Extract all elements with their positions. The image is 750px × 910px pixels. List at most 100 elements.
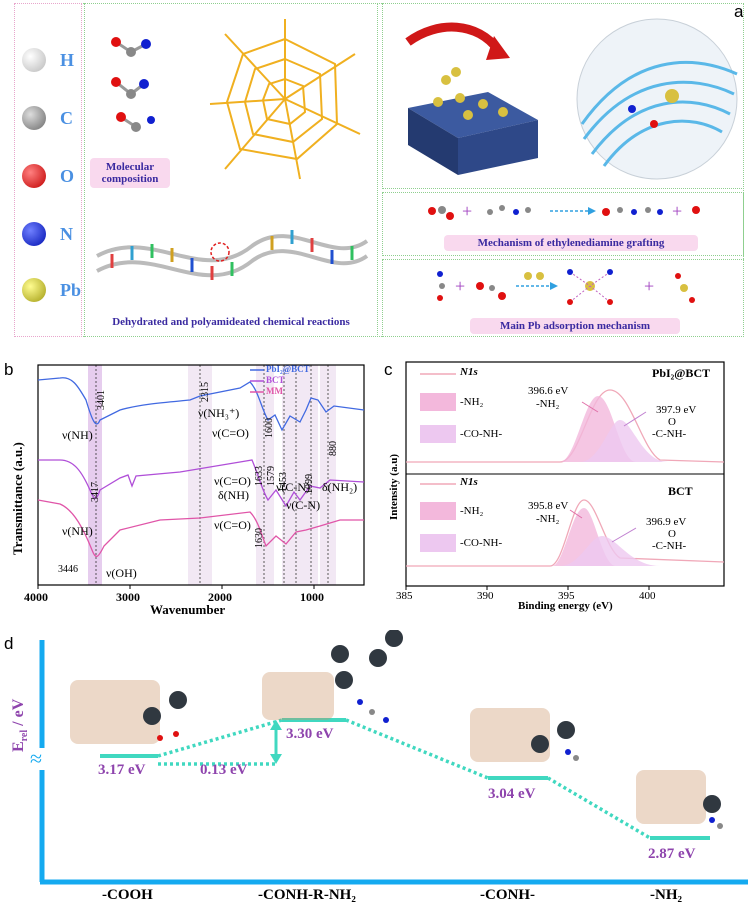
energy-barrier-value: 0.13 eV — [200, 762, 248, 778]
xps-top-peak1-group: -NH₂ — [536, 398, 560, 410]
peak-1630: 1630 — [254, 528, 265, 548]
svg-text:+: + — [455, 276, 465, 296]
xps-top-peak2-group: -C-NH- — [652, 428, 687, 440]
element-c: C — [22, 106, 73, 130]
label-voh: ν(OH) — [106, 566, 137, 580]
xps-bottom-legend-nh2: -NH₂ — [460, 505, 484, 517]
xps-top-peak2-o: O — [668, 416, 676, 428]
element-label-n: N — [60, 223, 73, 244]
energy-conh-r-nh2-value: 3.30 eV — [286, 726, 334, 742]
category-cooh: -COOH — [102, 887, 153, 903]
ftir-xtick-3000: 3000 — [116, 590, 140, 604]
xps-bottom-peak1-ev: 395.8 eV — [528, 500, 569, 512]
ftir-chart — [37, 364, 365, 589]
element-o: O — [22, 164, 74, 188]
xps-top-conh-peak — [580, 420, 668, 462]
polymer-chain-illustration — [96, 230, 369, 280]
svg-text:+: + — [672, 201, 682, 221]
energy-ylabel-sub: rel — [19, 729, 31, 742]
element-label-c: C — [60, 107, 73, 128]
label-dnh2: δ(NH₂) — [322, 480, 358, 494]
nitrogen-ball-icon — [22, 222, 46, 246]
xps-top-title: PbI₂@BCT — [652, 366, 711, 380]
label-vnh-2: ν(NH) — [62, 524, 93, 538]
xps-xtick-385: 385 — [396, 590, 413, 602]
panel-b-letter: b — [4, 360, 14, 379]
ftir-xtick-4000: 4000 — [24, 590, 48, 604]
ftir-legend-bct: BCT — [266, 375, 285, 385]
xps-bottom-legend-n1s: N1s — [460, 476, 478, 488]
energy-diagram: ≈ — [30, 630, 748, 885]
pb-adsorption-label: Main Pb adsorption mechanism — [470, 318, 680, 334]
label-vnh-1: ν(NH) — [62, 428, 93, 442]
panel-c-letter: c — [384, 360, 393, 379]
ftir-legend-mm: MM — [266, 386, 283, 396]
graphene-conh-model — [470, 708, 579, 762]
spider-web-icon — [209, 19, 361, 180]
ftir-xtick-1000: 1000 — [300, 590, 324, 604]
ftir-legend-pbi2: PbI₂@BCT — [266, 364, 310, 374]
peak-3401: 3401 — [96, 390, 107, 410]
label-vcn-2: ν(C-N) — [286, 498, 321, 512]
category-conh-r-nh2: -CONH-R-NH₂ — [258, 887, 356, 903]
peak-1600: 1600 — [264, 418, 275, 438]
xps-bottom-peak2-ev: 396.9 eV — [646, 516, 687, 528]
xps-xtick-400: 400 — [639, 590, 656, 602]
graphene-nh2-model — [636, 770, 723, 829]
biochar-block-illustration — [405, 22, 538, 175]
element-h: H — [22, 48, 74, 72]
panel-a-letter: a — [734, 2, 744, 21]
label-vcn-1: ν(C-N) — [276, 480, 311, 494]
xps-bottom-conh-peak — [560, 536, 660, 566]
element-label-pb: Pb — [60, 279, 82, 300]
lead-ball-icon — [22, 278, 46, 302]
ftir-xlabel: Wavenumber — [150, 602, 226, 617]
element-label-h: H — [60, 49, 75, 70]
panel-d-letter: d — [4, 634, 14, 653]
xps-xtick-395: 395 — [558, 590, 575, 602]
xps-bottom-legend-conh: -CO-NH- — [460, 537, 503, 549]
molecule-illustration — [111, 37, 155, 132]
xps-bottom-peak2-group: -C-NH- — [652, 540, 687, 552]
label-vco-3: ν(C=O) — [214, 518, 251, 532]
spectrum-bct — [38, 459, 365, 508]
graphene-conh-r-nh2-model — [262, 630, 403, 723]
category-nh2: -NH₂ — [650, 887, 682, 903]
element-label-o: O — [60, 165, 75, 186]
energy-ylabel: Erel / eV — [10, 699, 30, 752]
xps-top-peak1-ev: 396.6 eV — [528, 385, 569, 397]
element-pb: Pb — [22, 278, 81, 302]
xps-xlabel: Binding energy (eV) — [518, 600, 613, 612]
graphene-cooh-model — [70, 680, 187, 744]
label-dnh: δ(NH) — [218, 488, 249, 502]
xps-chart — [405, 361, 725, 590]
carbon-ball-icon — [22, 106, 46, 130]
peak-1633: 1633 — [254, 466, 265, 486]
spectrum-pbi2-bct — [37, 377, 365, 432]
grafting-mechanism-label: Mechanism of ethylenediamine grafting — [444, 235, 698, 251]
xps-top-legend-conh: -CO-NH- — [460, 428, 503, 440]
energy-conh-value: 3.04 eV — [488, 786, 536, 802]
molecular-box — [84, 3, 378, 337]
xps-bottom-peak2-o: O — [668, 528, 676, 540]
energy-nh2-value: 2.87 eV — [648, 846, 696, 862]
svg-text:≈: ≈ — [30, 746, 42, 771]
oxygen-ball-icon — [22, 164, 46, 188]
peak-880: 880 — [328, 441, 339, 456]
svg-text:+: + — [462, 201, 472, 221]
hydrogen-ball-icon — [22, 48, 46, 72]
xps-bottom-peak1-group: -NH₂ — [536, 513, 560, 525]
peak-2315: 2315 — [200, 382, 211, 402]
xps-bottom-title: BCT — [668, 484, 693, 498]
peak-3417: 3417 — [90, 482, 101, 502]
nanotube-illustration — [576, 18, 738, 180]
xps-top-legend-nh2: -NH₂ — [460, 396, 484, 408]
label-vco-1: ν(C=O) — [212, 426, 249, 440]
grafting-box — [382, 192, 744, 256]
xps-top-peak2-ev: 397.9 eV — [656, 404, 697, 416]
ftir-xtick-2000: 2000 — [208, 590, 232, 604]
svg-text:+: + — [644, 276, 654, 296]
xps-ylabel: Intensity (a.u) — [388, 453, 400, 520]
spectrum-mm — [37, 499, 364, 557]
xps-top-legend-n1s: N1s — [460, 366, 478, 378]
